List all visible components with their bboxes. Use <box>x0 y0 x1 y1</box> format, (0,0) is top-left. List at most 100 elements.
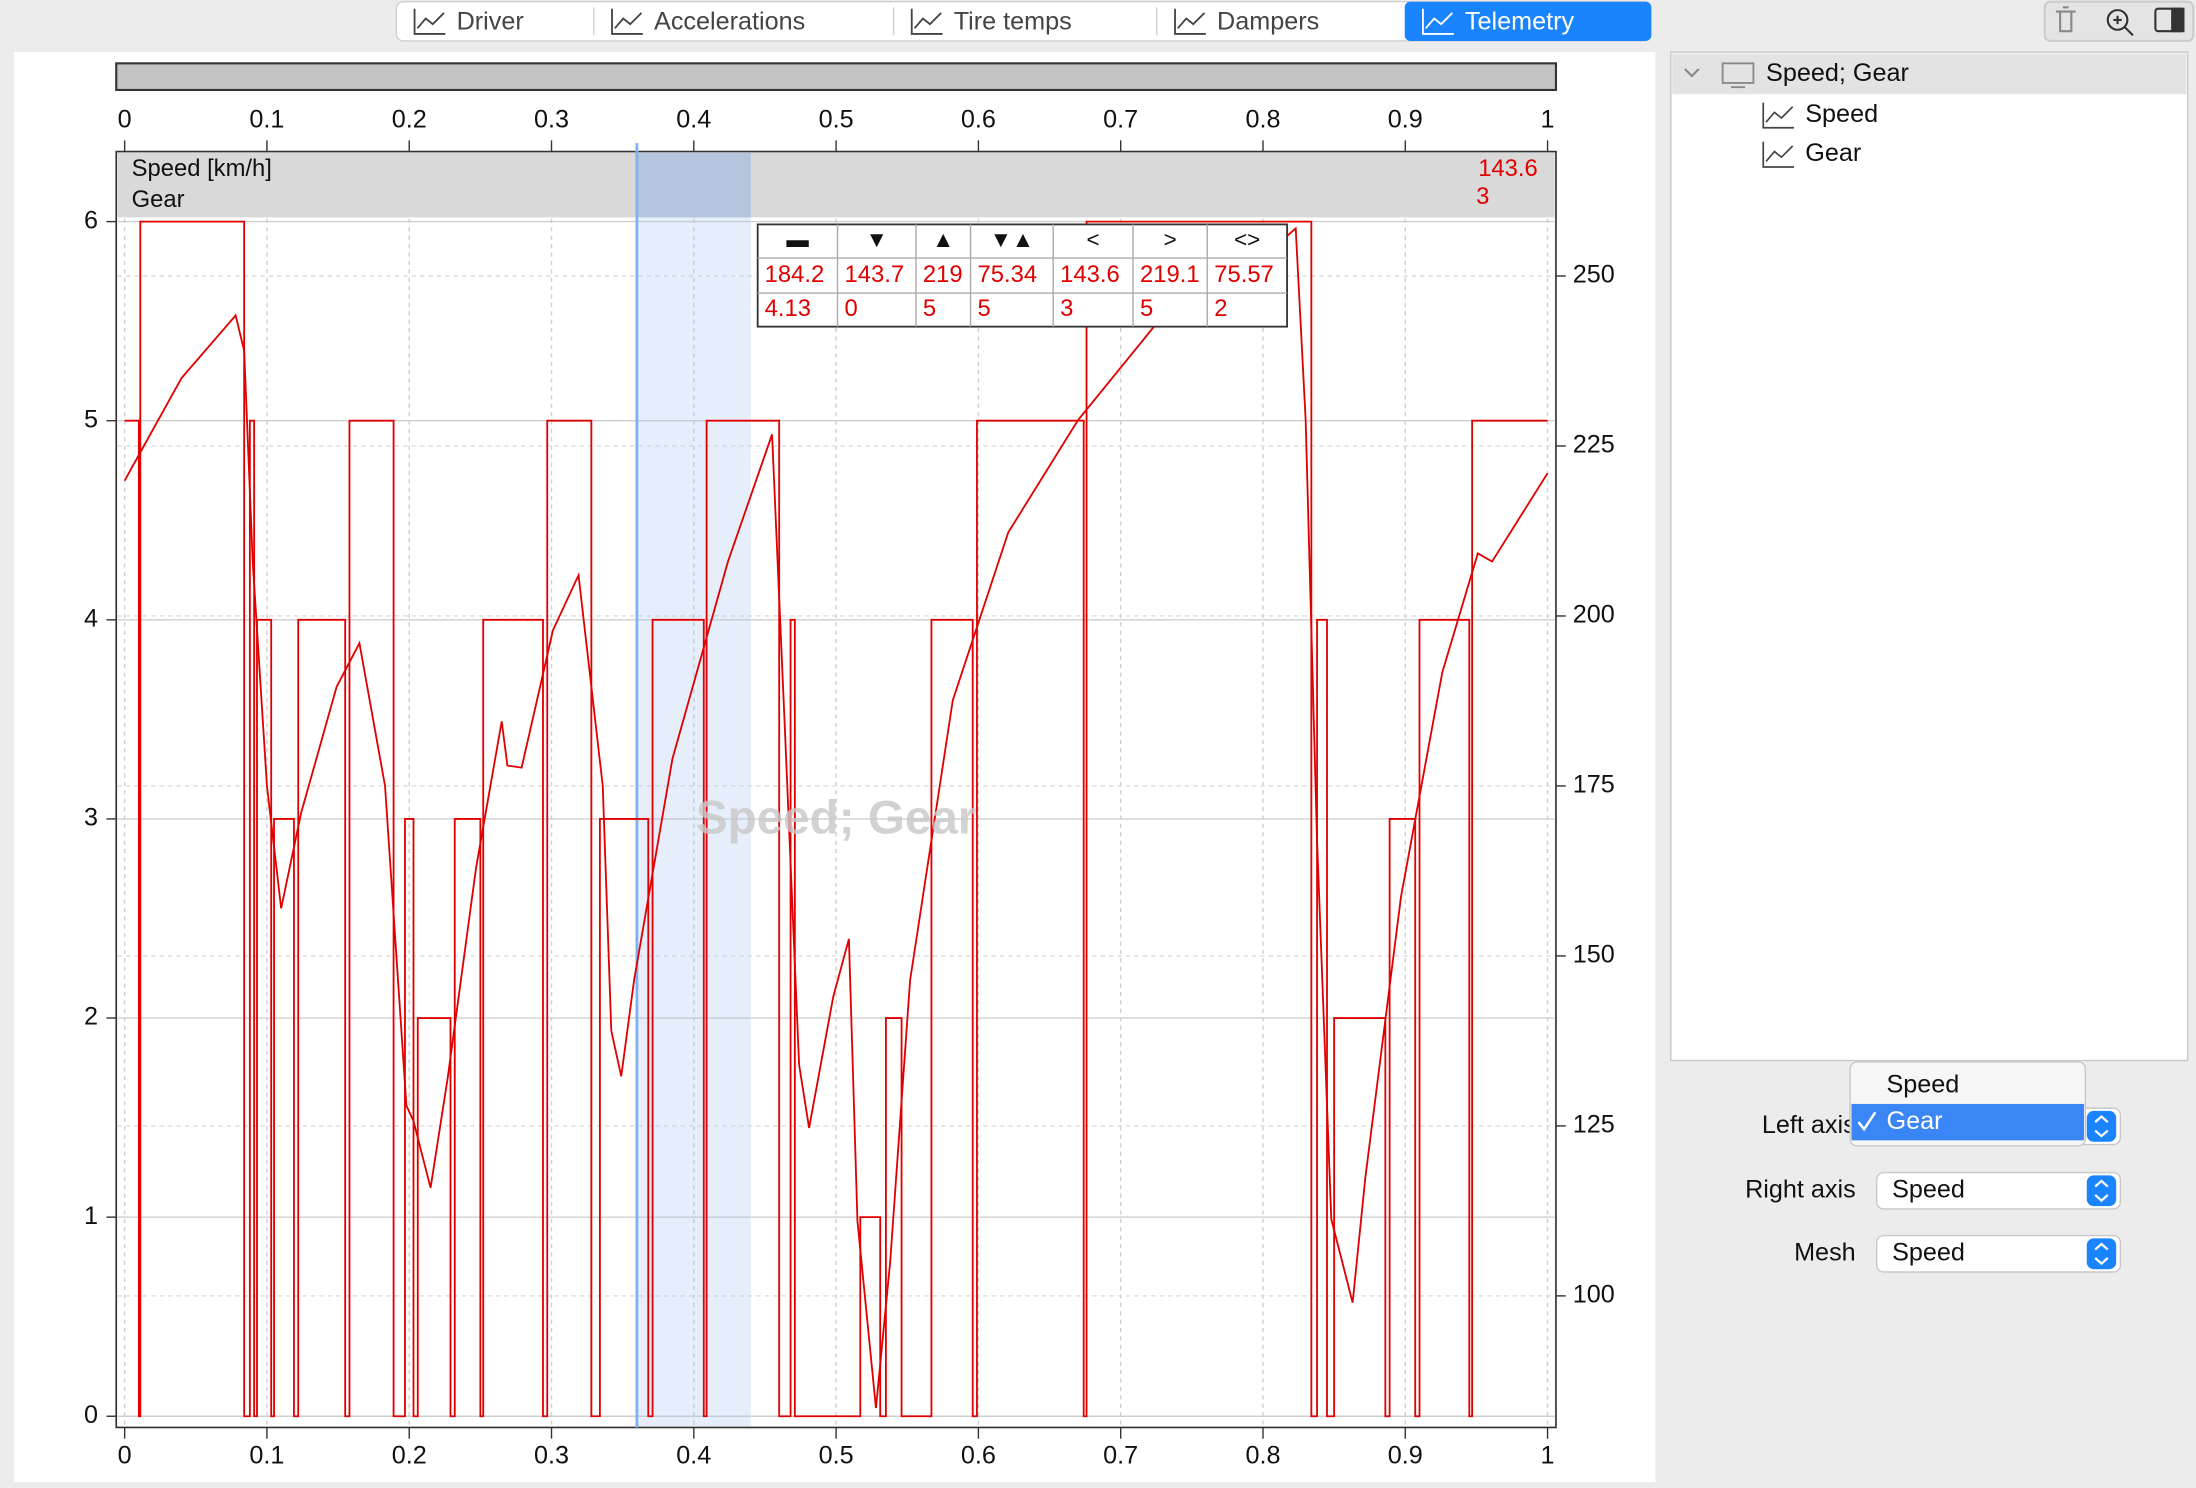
tab-icon <box>611 8 643 35</box>
legend-entry: Gear <box>132 186 185 213</box>
tab-icon <box>413 8 446 35</box>
select-value: Speed <box>1892 1238 1965 1266</box>
stepper-arrows <box>2094 1242 2109 1266</box>
x-tick-label: 0.1 <box>249 1442 284 1470</box>
select[interactable] <box>1875 1171 2122 1210</box>
stats-header: ▼▲ <box>990 227 1034 252</box>
selection-layer <box>635 143 751 1428</box>
x-tick-label: 0.3 <box>534 1442 569 1470</box>
y-tick-label: 4 <box>84 604 98 632</box>
scrollbar[interactable] <box>115 62 1558 92</box>
select-stepper[interactable] <box>2086 1110 2117 1142</box>
dropdown-option[interactable]: Speed <box>1886 1070 1959 1098</box>
series-line <box>124 220 1548 1418</box>
stats-cell: 219 <box>923 261 963 288</box>
stats-header: <> <box>1234 227 1260 252</box>
toolbar <box>2043 0 2195 42</box>
tab-active[interactable] <box>1404 1 1652 41</box>
tree-item[interactable]: Speed <box>1805 100 1878 128</box>
zoom-icon[interactable] <box>2106 9 2129 31</box>
stats-cell: 3 <box>1060 295 1073 322</box>
select-value: Speed <box>1892 1175 1965 1203</box>
tree-root[interactable]: Speed; Gear <box>1766 59 1909 87</box>
x-tick-label: 0.2 <box>392 105 427 133</box>
y2-tick-label: 150 <box>1573 941 1615 969</box>
tab-icon <box>1422 8 1454 35</box>
control-label: Mesh <box>1794 1238 1856 1266</box>
dropdown-option[interactable]: Gear <box>1886 1107 1942 1135</box>
checkmark <box>1857 1111 1877 1132</box>
trash-icon[interactable] <box>2055 6 2076 33</box>
stepper-arrows <box>2094 1179 2109 1203</box>
chevron[interactable] <box>1684 68 1700 78</box>
dropdown-highlight[interactable] <box>1851 1103 2084 1141</box>
x-tick-label: 0.5 <box>819 105 854 133</box>
x-tick-label: 1 <box>1541 1442 1555 1470</box>
tab[interactable]: Dampers <box>1217 7 1319 35</box>
tab-bar: Driver Accelerations Tire temps Dampers Tele… <box>395 1 1652 42</box>
stats-cell: 75.57 <box>1214 261 1274 288</box>
stats-cell: 184.2 <box>765 261 825 288</box>
tab[interactable]: Telemetry <box>1465 7 1575 35</box>
x-tick-label: 0.3 <box>534 105 569 133</box>
series-icon <box>1762 102 1795 129</box>
y2-tick-label: 175 <box>1573 771 1615 799</box>
y-tick-label: 0 <box>84 1401 98 1429</box>
select[interactable] <box>1875 1234 2122 1273</box>
controls: Left axis Right axis Speed Mesh Speed Speed Ge… <box>1745 1061 2122 1273</box>
tab-icon <box>910 8 943 35</box>
y2-tick-label: 200 <box>1573 601 1615 629</box>
y2-tick-label: 125 <box>1573 1111 1615 1139</box>
tree-panel <box>1670 51 2189 1062</box>
y2-tick-label: 100 <box>1573 1281 1615 1309</box>
x-tick-label: 0.9 <box>1388 105 1423 133</box>
x-tick-label: 0.7 <box>1103 105 1138 133</box>
x-tick-label: 0.6 <box>961 1442 996 1470</box>
cursor-value: 3 <box>1476 183 1489 210</box>
stats-cell: 0 <box>845 295 858 322</box>
x-tick-label: 0.4 <box>676 105 711 133</box>
tab[interactable]: Accelerations <box>654 7 805 35</box>
y-tick-label: 6 <box>84 206 98 234</box>
selection-band-header <box>636 152 751 218</box>
tab-icon <box>1174 8 1206 35</box>
tree-row-selected[interactable] <box>1672 53 2187 95</box>
x-tick-label: 0.8 <box>1245 105 1280 133</box>
grid <box>117 218 1555 1427</box>
watermark: Speed; Gear <box>696 792 976 845</box>
y-tick-label: 1 <box>84 1202 98 1230</box>
select-stepper[interactable] <box>2086 1175 2117 1207</box>
x-tick-label: 0.8 <box>1245 1442 1280 1470</box>
tree-item[interactable]: Gear <box>1805 139 1861 167</box>
x-tick-label: 0.1 <box>249 105 284 133</box>
select-stepper[interactable] <box>2086 1238 2117 1270</box>
x-tick-label: 0 <box>118 1442 132 1470</box>
x-tick-label: 0.7 <box>1103 1442 1138 1470</box>
control-label: Left axis <box>1762 1111 1856 1139</box>
y2-tick-label: 250 <box>1573 261 1615 289</box>
stats-cell: 143.6 <box>1060 261 1120 288</box>
stats-cell: 4.13 <box>765 295 811 322</box>
control-label: Right axis <box>1745 1175 1856 1203</box>
series-line <box>123 226 1549 1409</box>
tab[interactable]: Tire temps <box>954 7 1072 35</box>
monitor-icon <box>1721 62 1755 84</box>
stats-cell: 5 <box>978 295 991 322</box>
stats-cell: 5 <box>923 295 936 322</box>
y-tick-label: 2 <box>84 1003 98 1031</box>
selection-band <box>636 152 751 1427</box>
x-tick-label: 0 <box>118 105 132 133</box>
stats-header: > <box>1164 227 1177 252</box>
x-tick-label: 0.4 <box>676 1442 711 1470</box>
series-layer <box>123 220 1549 1418</box>
stats-header: ▬ <box>786 227 809 252</box>
tab[interactable]: Driver <box>457 7 524 35</box>
x-tick-label: 0.6 <box>961 105 996 133</box>
stepper-arrows <box>2094 1115 2109 1138</box>
y-tick-label: 3 <box>84 804 98 832</box>
series-icon <box>1762 141 1795 168</box>
stats-cell: 5 <box>1140 295 1153 322</box>
stats-bg <box>756 223 1288 328</box>
